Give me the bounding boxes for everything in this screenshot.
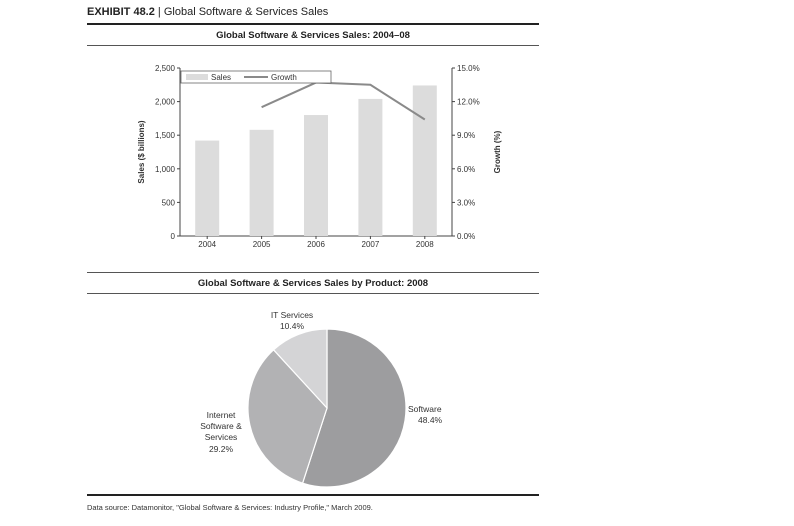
y-tick-label: 1,000 <box>155 165 176 174</box>
exhibit-heading: Global Software & Services Sales <box>163 6 329 18</box>
x-tick-label: 2005 <box>253 240 271 249</box>
x-tick-label: 2004 <box>198 240 216 249</box>
section-divider <box>87 272 539 273</box>
y-tick-label: 0 <box>171 232 176 241</box>
pie-slice-internet <box>247 348 328 484</box>
sales-bar <box>412 85 437 236</box>
bottom-rule <box>87 494 539 496</box>
y2-axis-title: Growth (%) <box>493 130 502 173</box>
pie-label-internet-name: Software & <box>200 421 242 431</box>
bar-chart-title-rule <box>87 45 539 46</box>
y2-tick-label: 9.0% <box>457 131 475 140</box>
y-axis-title: Sales ($ billions) <box>137 120 146 183</box>
sales-bar <box>195 140 220 236</box>
x-tick-label: 2006 <box>307 240 325 249</box>
x-tick-label: 2007 <box>362 240 380 249</box>
pie-label-software-value: 48.4% <box>418 415 443 425</box>
pie-slice-software <box>301 328 407 488</box>
pie-label-internet-value: 29.2% <box>209 444 234 454</box>
y-tick-label: 500 <box>162 198 176 207</box>
pie-label-internet-name: Services <box>205 432 238 442</box>
pie-chart-title-rule <box>87 293 539 294</box>
sales-bar <box>304 115 328 236</box>
y2-tick-label: 3.0% <box>457 198 475 207</box>
y2-tick-label: 12.0% <box>457 98 480 107</box>
pie-slice-it-services <box>272 328 328 410</box>
x-tick-label: 2008 <box>416 240 434 249</box>
exhibit-separator: | <box>157 6 161 18</box>
y2-tick-label: 15.0% <box>457 64 480 73</box>
legend-label-growth: Growth <box>271 73 297 82</box>
y-tick-label: 2,000 <box>155 98 176 107</box>
pie-chart-title: Global Software & Services Sales by Prod… <box>197 278 429 289</box>
chart-legend: Sales Growth <box>180 70 332 84</box>
bar-chart-title: Global Software & Services Sales: 2004–0… <box>216 30 410 41</box>
y2-tick-label: 0.0% <box>457 232 475 241</box>
growth-line <box>261 81 426 121</box>
y-tick-label: 2,500 <box>155 64 176 73</box>
exhibit-label: EXHIBIT 48.2 <box>87 6 155 18</box>
y2-tick-label: 6.0% <box>457 165 475 174</box>
legend-label-sales: Sales <box>211 73 231 82</box>
legend-swatch-sales <box>186 74 208 80</box>
pie-label-internet-name: Internet <box>207 410 236 420</box>
sales-bar <box>358 98 383 236</box>
pie-label-it-services-value: 10.4% <box>280 321 305 331</box>
sales-bar <box>249 129 274 236</box>
pie-label-it-services-name: IT Services <box>271 310 313 320</box>
data-source-note: Data source: Datamonitor, "Global Softwa… <box>87 503 373 512</box>
y-tick-label: 1,500 <box>155 131 176 140</box>
top-rule <box>87 23 539 25</box>
exhibit-title: EXHIBIT 48.2 | Global Software & Service… <box>87 6 328 18</box>
pie-label-software-name: Software <box>408 404 442 414</box>
